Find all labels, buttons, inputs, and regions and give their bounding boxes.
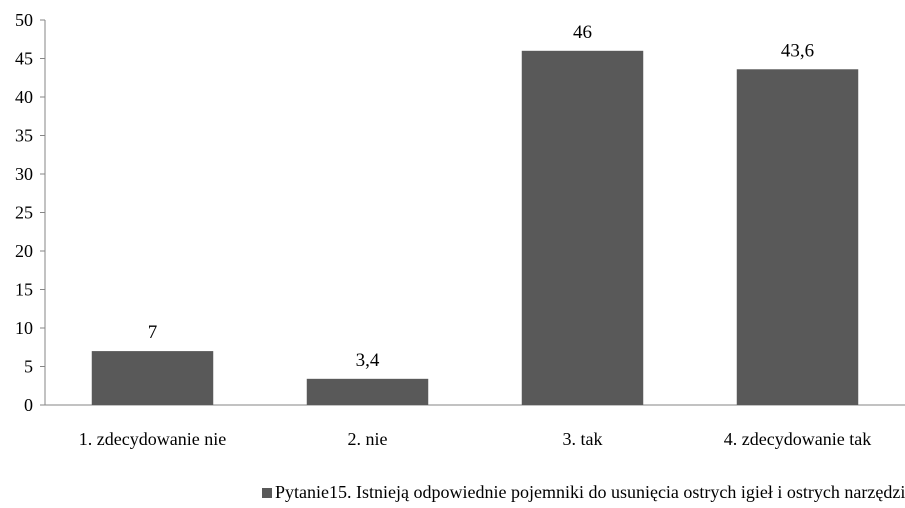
data-labels: 7 3,4 46 43,6 [148, 22, 814, 371]
bar [91, 351, 214, 405]
y-tick-label: 35 [15, 126, 33, 146]
y-tick-label: 45 [15, 49, 33, 69]
bar [306, 378, 429, 405]
bar [521, 50, 644, 406]
data-label: 7 [148, 322, 158, 343]
y-tick-label: 5 [24, 357, 33, 377]
legend-swatch [262, 488, 272, 498]
y-tick-label: 40 [15, 87, 33, 107]
x-tick-label: 4. zdecydowanie tak [724, 429, 871, 449]
y-tick-label: 25 [15, 203, 33, 223]
legend: Pytanie15. Istnieją odpowiednie pojemnik… [262, 482, 905, 502]
data-label: 3,4 [356, 350, 380, 371]
legend-label: Pytanie15. Istnieją odpowiednie pojemnik… [275, 482, 905, 502]
y-tick-label: 15 [15, 280, 33, 300]
bar [736, 69, 859, 405]
x-tick-label: 2. nie [348, 429, 388, 449]
y-axis: 0 5 10 15 20 25 30 35 40 45 50 [15, 10, 46, 415]
y-tick-label: 30 [15, 164, 33, 184]
y-tick-label: 10 [15, 318, 33, 338]
x-tick-label: 1. zdecydowanie nie [79, 429, 226, 449]
data-label: 43,6 [781, 40, 814, 61]
data-label: 46 [573, 22, 592, 43]
x-tick-labels: 1. zdecydowanie nie 2. nie 3. tak 4. zdecyd… [79, 429, 871, 449]
x-tick-label: 3. tak [563, 429, 603, 449]
y-tick-label: 20 [15, 241, 33, 261]
y-tick-label: 0 [24, 395, 33, 415]
bars [91, 50, 859, 406]
y-tick-label: 50 [15, 10, 33, 30]
